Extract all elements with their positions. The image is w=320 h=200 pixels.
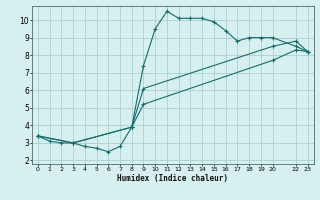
X-axis label: Humidex (Indice chaleur): Humidex (Indice chaleur) — [117, 174, 228, 183]
